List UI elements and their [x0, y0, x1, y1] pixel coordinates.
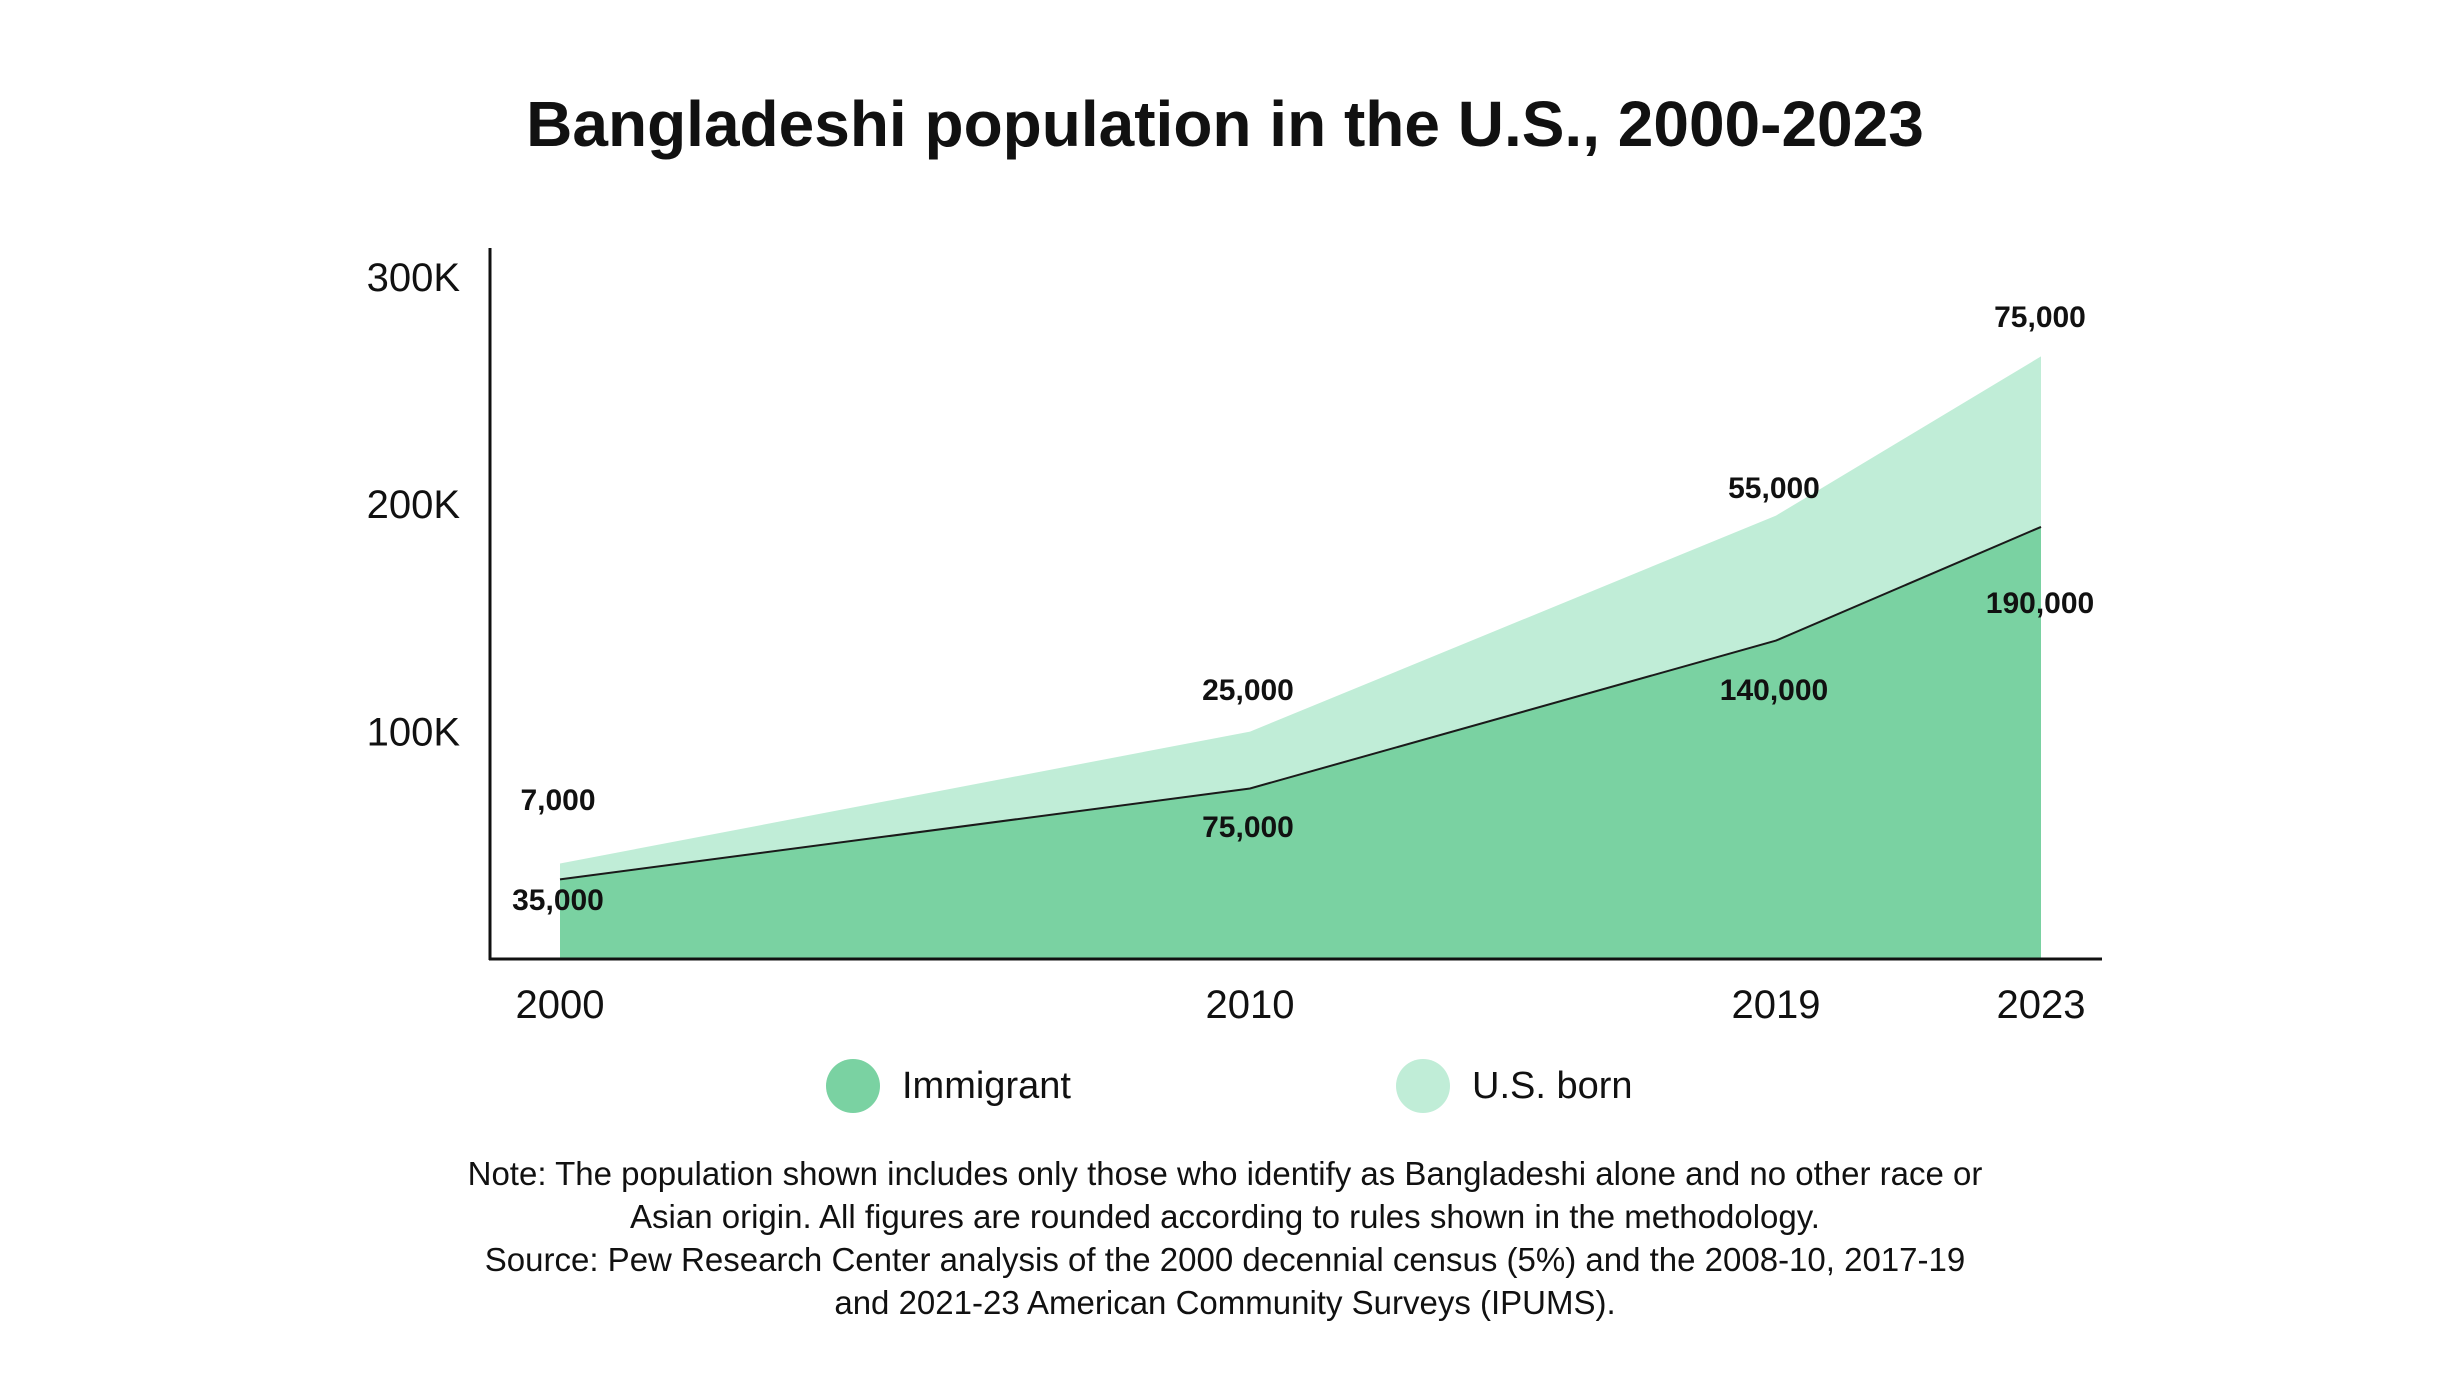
source-line: Source: Pew Research Center analysis of … [484, 1241, 1966, 1278]
data-labels: 7,000 35,000 25,000 75,000 55,000 140,000 75,0… [512, 301, 2094, 917]
x-tick-label: 2019 [1732, 983, 1821, 1027]
y-tick-label: 300K [367, 256, 461, 300]
note-line: Asian origin. All figures are rounded ac… [630, 1198, 1820, 1235]
x-axis-ticks: 2000 2010 2019 2023 [516, 983, 2086, 1027]
legend-label-immigrant: Immigrant [902, 1064, 1071, 1107]
data-label-us-born: 55,000 [1728, 472, 1820, 505]
chart-note: Note: The population shown includes only… [0, 1152, 2450, 1324]
data-label-immigrant: 190,000 [1986, 587, 2094, 620]
y-axis-ticks: 100K 200K 300K [367, 256, 461, 755]
x-tick-label: 2023 [1997, 983, 2086, 1027]
x-tick-label: 2000 [516, 983, 605, 1027]
y-tick-label: 200K [367, 483, 461, 527]
y-tick-label: 100K [367, 711, 461, 755]
note-line: Note: The population shown includes only… [467, 1155, 1983, 1192]
data-label-immigrant: 140,000 [1720, 674, 1828, 707]
legend-swatch-immigrant [826, 1059, 880, 1113]
data-label-immigrant: 75,000 [1202, 811, 1294, 844]
source-line: and 2021-23 American Community Surveys (… [834, 1284, 1616, 1321]
data-label-us-born: 75,000 [1994, 301, 2086, 334]
chart-areas [559, 356, 2042, 959]
chart-axes [488, 248, 2102, 961]
legend-label-us-born: U.S. born [1472, 1064, 1633, 1107]
x-tick-label: 2010 [1206, 983, 1295, 1027]
legend-item-immigrant: Immigrant [826, 1058, 1071, 1114]
data-label-us-born: 7,000 [520, 784, 595, 817]
data-label-us-born: 25,000 [1202, 674, 1294, 707]
chart-title: Bangladeshi population in the U.S., 2000… [526, 88, 1924, 160]
legend-item-us-born: U.S. born [1396, 1058, 1633, 1114]
line-immigrant [559, 525, 2042, 881]
legend-swatch-us-born [1396, 1059, 1450, 1113]
area-immigrant [560, 526, 2041, 959]
data-label-immigrant: 35,000 [512, 884, 604, 917]
